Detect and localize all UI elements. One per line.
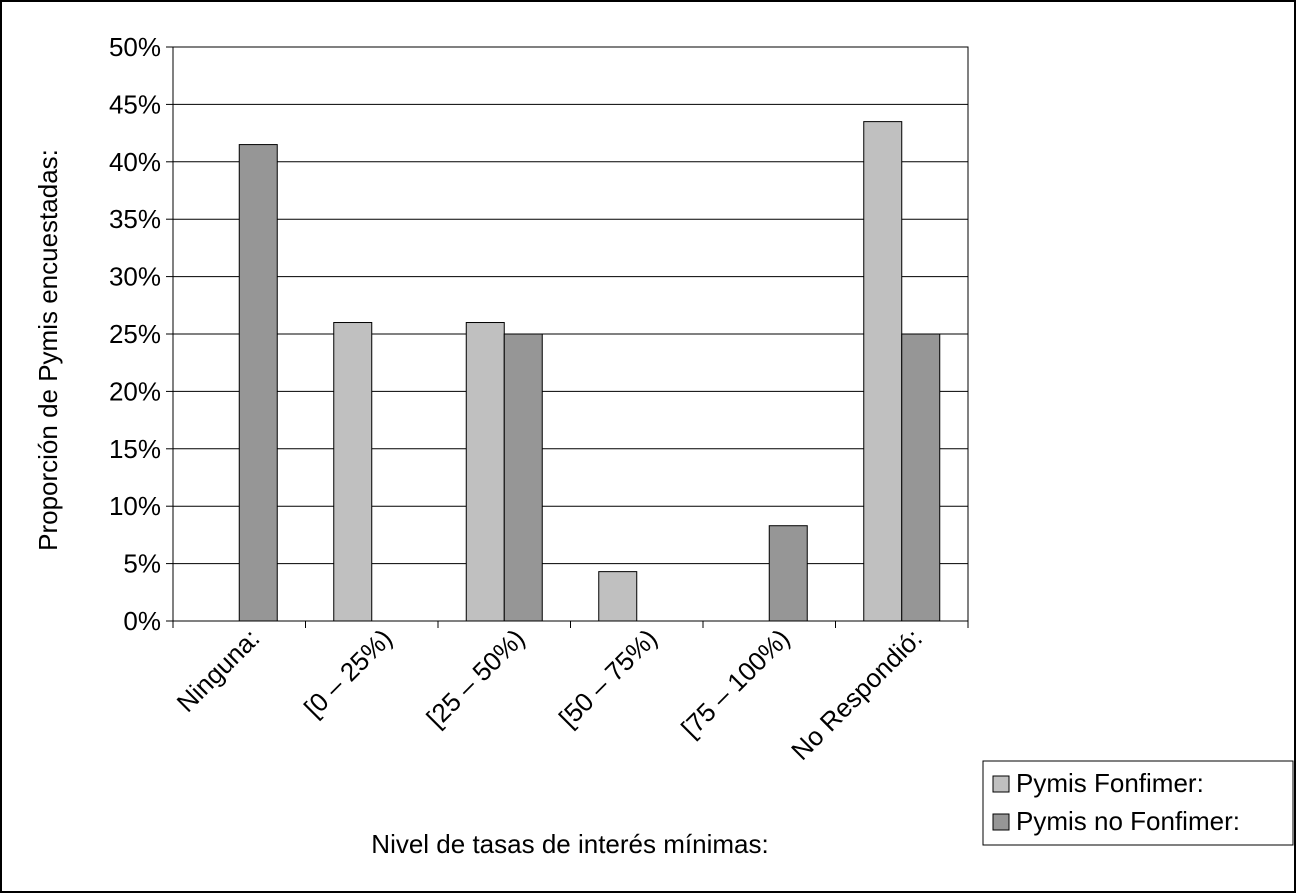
x-axis-title: Nivel de tasas de interés mínimas: xyxy=(371,829,768,859)
legend-box xyxy=(982,760,1294,846)
bar xyxy=(465,322,505,622)
y-axis: 0% 5% 10% 15% 20% 25% 30% 35% 40% 45% 50% xyxy=(109,32,173,636)
y-tick-label: 5% xyxy=(123,549,161,579)
bar xyxy=(901,333,941,622)
legend: Pymis Fonfimer: Pymis no Fonfimer: xyxy=(982,760,1294,846)
bar xyxy=(768,525,808,622)
bar xyxy=(503,333,543,622)
y-tick-label: 20% xyxy=(109,376,161,406)
bar xyxy=(598,571,638,622)
legend-label: Pymis no Fonfimer: xyxy=(1016,806,1240,836)
bar xyxy=(863,121,903,622)
y-tick-label: 10% xyxy=(109,491,161,521)
bars xyxy=(238,121,941,622)
bar xyxy=(238,144,278,622)
y-tick-label: 40% xyxy=(109,147,161,177)
y-tick-label: 50% xyxy=(109,32,161,62)
y-tick-label: 25% xyxy=(109,319,161,349)
y-axis-title: Proporción de Pymis encuestadas: xyxy=(33,149,63,551)
y-tick-label: 30% xyxy=(109,262,161,292)
y-tick-label: 0% xyxy=(123,606,161,636)
legend-label: Pymis Fonfimer: xyxy=(1016,768,1204,798)
bar xyxy=(333,322,373,622)
gridlines xyxy=(173,103,968,565)
legend-swatch xyxy=(992,775,1010,793)
y-tick-label: 35% xyxy=(109,204,161,234)
y-tick-label: 15% xyxy=(109,434,161,464)
y-tick-label: 45% xyxy=(109,89,161,119)
legend-swatch xyxy=(992,813,1010,831)
